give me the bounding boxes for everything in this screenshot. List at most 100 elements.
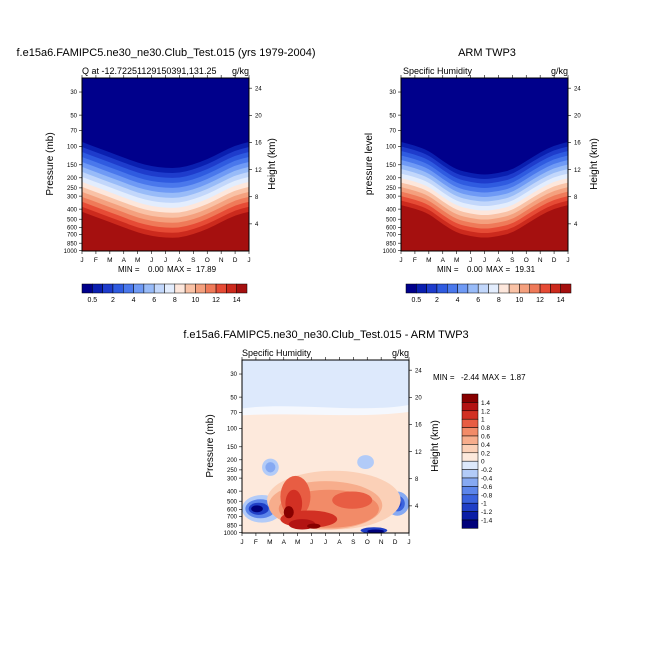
- panel-obs-ytick-label: 850: [386, 241, 397, 247]
- panel-diff: f.e15a6.FAMIPC5.ne30_ne30.Club_Test.015 …: [183, 329, 526, 546]
- panel-diff-colorbar-box: [461, 444, 479, 454]
- panel-diff-xtick-label: A: [337, 539, 342, 546]
- panel-diff-contour-band: [242, 404, 409, 416]
- panel-model-ytick-right-label: 20: [255, 114, 262, 120]
- panel-diff-colorbar-label: 0.4: [481, 442, 490, 449]
- panel-model-ytick-right-label: 12: [255, 168, 262, 174]
- panel-model-max-label: MAX =: [167, 265, 192, 274]
- panel-diff-ytick-right-label: 4: [415, 504, 419, 510]
- panel-obs-xtick-label: F: [413, 257, 417, 264]
- panel-model-colorbar-box: [112, 283, 124, 294]
- panel-model-ylabel: Pressure (mb): [45, 132, 56, 195]
- panel-obs-title: ARM TWP3: [458, 47, 516, 59]
- panel-obs-ytick-label: 70: [389, 129, 396, 135]
- panel-obs-ytick-label: 150: [386, 163, 397, 169]
- panel-model-colorbar-box: [195, 283, 206, 294]
- panel-obs-contours: [401, 142, 568, 251]
- panel-model-colorbar-box: [184, 283, 196, 294]
- panel-model-ytick-label: 500: [67, 217, 78, 223]
- panel-model-plot: [81, 77, 250, 252]
- panel-diff-colorbar-box: [461, 494, 479, 504]
- panel-obs-stats: MIN = 0.00 MAX = 19.31: [437, 265, 536, 274]
- panel-model-colorbar-label: 8: [173, 297, 177, 304]
- panel-diff-contour-band: [357, 455, 374, 469]
- panel-obs-colorbar-box: [519, 283, 530, 294]
- panel-diff-xtick-label: O: [365, 539, 370, 546]
- panel-diff-xtick-label: J: [240, 539, 243, 546]
- panel-diff-colorbar-label: -0.4: [481, 476, 493, 483]
- panel-diff-min-value: -2.44: [461, 373, 480, 382]
- panel-diff-ytick-label: 30: [230, 372, 237, 378]
- panel-model-ytick-right-label: 24: [255, 86, 262, 92]
- panel-obs-ytick-label: 700: [386, 233, 397, 239]
- panel-model-colorbar-box: [153, 283, 165, 294]
- panel-diff-ytick-label: 70: [230, 411, 237, 417]
- panel-model-ytick-label: 250: [67, 186, 78, 192]
- panel-obs-colorbar-box: [416, 283, 427, 294]
- panel-obs-ytick-right-label: 16: [574, 141, 581, 147]
- panel-diff-colorbar-label: -0.2: [481, 467, 493, 474]
- panel-diff-contour-band: [265, 462, 276, 473]
- panel-model-colorbar-box: [236, 283, 248, 294]
- panel-diff-colorbar-label: -1: [481, 501, 487, 508]
- panel-diff-colorbar-label: 0.2: [481, 450, 490, 457]
- panel-obs-xtick-label: O: [524, 257, 529, 264]
- panel-obs-ylabel: pressure level: [364, 133, 375, 195]
- panel-diff-ytick-label: 600: [227, 508, 238, 514]
- panel-diff-xtick-label: J: [407, 539, 410, 546]
- panel-model-colorbar-label: 10: [192, 297, 200, 304]
- panel-diff-plot: [241, 359, 410, 534]
- panel-obs-min-value: 0.00: [467, 265, 483, 274]
- panel-model-xtick-label: J: [247, 257, 250, 264]
- panel-diff-ytick-right-label: 16: [415, 423, 422, 429]
- panel-model-min-value: 0.00: [148, 265, 164, 274]
- panel-obs-ytick-label: 50: [389, 113, 396, 119]
- panel-diff-title: f.e15a6.FAMIPC5.ne30_ne30.Club_Test.015 …: [183, 329, 468, 341]
- panel-obs-ytick-label: 100: [386, 145, 397, 151]
- panel-model-ytick-label: 70: [70, 129, 77, 135]
- panel-diff-colorbar-box: [461, 511, 479, 521]
- panel-diff-ytick-right-label: 24: [415, 368, 422, 374]
- panel-obs-colorbar-box: [550, 283, 561, 294]
- panel-diff-xtick-label: F: [254, 539, 258, 546]
- panel-obs-colorbar-box: [405, 283, 417, 294]
- panel-obs-colorbar-label: 10: [516, 297, 524, 304]
- panel-model-ylabel-right: Height (km): [267, 138, 278, 190]
- panel-model-xtick-label: J: [164, 257, 167, 264]
- panel-model-colorbar-label: 4: [132, 297, 136, 304]
- panel-diff-xtick-label: A: [282, 539, 287, 546]
- panel-diff-xtick-label: D: [393, 539, 398, 546]
- panel-obs-ytick-right-label: 20: [574, 114, 581, 120]
- panel-diff-xtick-label: M: [267, 539, 272, 546]
- panel-model-colorbar-label: 2: [111, 297, 115, 304]
- panel-obs-contour-band: [401, 205, 568, 251]
- panel-obs-colorbar-label: 4: [456, 297, 460, 304]
- panel-model-ytick-right-label: 4: [255, 222, 259, 228]
- panel-obs-xtick-label: A: [441, 257, 446, 264]
- panel-obs-colorbar-box: [498, 283, 510, 294]
- panel-model-title: f.e15a6.FAMIPC5.ne30_ne30.Club_Test.015 …: [16, 47, 315, 59]
- panel-diff-xtick-label: M: [295, 539, 300, 546]
- panel-model-ytick-label: 400: [67, 207, 78, 213]
- panel-model-xtick-label: J: [80, 257, 83, 264]
- panel-obs-ytick-label: 300: [386, 194, 397, 200]
- panel-obs-ytick-label: 30: [389, 90, 396, 96]
- panel-diff-colorbar-box: [461, 435, 479, 445]
- panel-diff-axes: J F M A M J J A S O N D J 30 50 70 100 150 200 250 300 400 500…: [224, 357, 422, 546]
- panel-diff-ytick-right-label: 12: [415, 450, 422, 456]
- panel-obs-colorbar-box: [426, 283, 438, 294]
- panel-diff-ytick-label: 300: [227, 476, 238, 482]
- panel-diff-ytick-label: 150: [227, 445, 238, 451]
- panel-model-xtick-label: M: [107, 257, 112, 264]
- panel-model-ytick-label: 200: [67, 176, 78, 182]
- panel-model-axes: J F M A M J J A S O N D J 30 50 70 100 150 200 250 300 400 500…: [64, 75, 262, 264]
- panel-obs-xtick-label: S: [510, 257, 515, 264]
- panel-model-ytick-label: 850: [67, 241, 78, 247]
- panel-obs-max-value: 19.31: [515, 265, 536, 274]
- panel-model-colorbar-box: [174, 283, 186, 294]
- panel-model-min-label: MIN =: [118, 265, 140, 274]
- panel-obs-xtick-label: M: [454, 257, 459, 264]
- panel-diff-colorbar-label: 1: [481, 417, 485, 424]
- panel-obs-ytick-label: 200: [386, 176, 397, 182]
- panel-diff-contour-band: [283, 506, 294, 519]
